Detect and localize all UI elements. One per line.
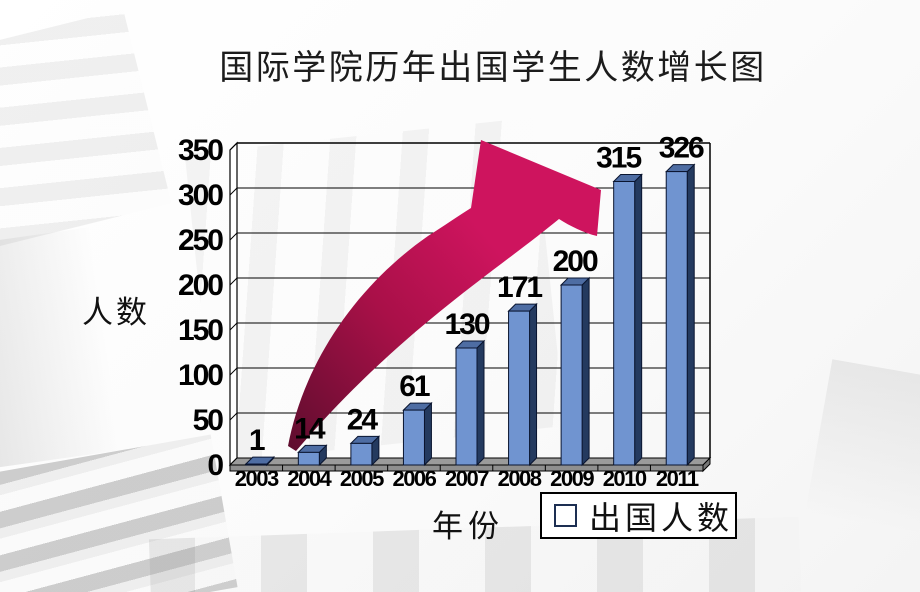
x-tick-label: 2009 (550, 466, 594, 491)
x-tick-label: 2006 (392, 466, 436, 491)
legend-swatch (554, 504, 577, 527)
y-tick-label: 200 (178, 269, 223, 302)
bar-2011 (665, 163, 696, 467)
bar-2010 (612, 173, 643, 467)
bar-value-label: 326 (659, 132, 704, 165)
bar-value-label: 1 (249, 424, 265, 457)
bar-value-label: 315 (596, 142, 641, 175)
bar-side-face (581, 276, 590, 467)
x-tick-label: 2004 (287, 466, 332, 491)
bar-value-label: 14 (294, 412, 326, 445)
y-axis-tick (229, 412, 238, 421)
growth-arrow (288, 140, 601, 451)
legend-label: 出国人数 (589, 499, 734, 536)
x-tick-label: 2011 (656, 466, 699, 491)
bar-front-face (402, 409, 425, 466)
y-tick-label: 350 (178, 134, 223, 167)
bar-front-face (455, 347, 478, 466)
x-tick-label: 2003 (235, 466, 279, 491)
bar-value-label: 24 (347, 403, 379, 436)
bar-side-face (529, 302, 538, 467)
y-tick-label: 100 (178, 359, 223, 392)
x-tick-label: 2007 (445, 466, 489, 491)
bar-front-face (297, 451, 320, 466)
y-axis-title: 人数 (82, 295, 150, 330)
bar-side-face (476, 339, 485, 467)
x-tick-label: 2005 (340, 466, 384, 491)
chart-title: 国际学院历年出国学生人数增长图 (219, 49, 767, 87)
bar-front-face (560, 284, 583, 466)
bar-2007 (454, 339, 486, 467)
y-tick-label: 50 (193, 404, 224, 437)
y-axis-tick (229, 232, 238, 241)
legend: 出国人数 (540, 492, 737, 539)
bar-value-label: 61 (399, 370, 430, 403)
bar-front-face (665, 171, 688, 466)
bar-2009 (559, 276, 591, 467)
bar-value-label: 130 (444, 308, 489, 341)
bar-2006 (402, 401, 433, 467)
bar-front-face (508, 310, 531, 466)
y-axis-tick (229, 367, 238, 376)
y-tick-label: 0 (207, 449, 223, 482)
bar-value-label: 171 (497, 271, 542, 304)
bar-2008 (507, 302, 538, 467)
y-axis-tick (229, 322, 238, 331)
bar-front-face (245, 463, 268, 466)
y-axis-tick (229, 142, 238, 151)
x-axis-title: 年份 (432, 509, 504, 544)
bar-2004 (297, 444, 328, 467)
y-tick-label: 300 (178, 179, 223, 212)
bar-2005 (349, 435, 381, 467)
bar-2003 (244, 455, 275, 467)
bar-value-label: 200 (553, 245, 598, 278)
y-tick-label: 150 (178, 314, 223, 347)
bar-front-face (613, 181, 636, 466)
x-tick-label: 2010 (603, 466, 647, 491)
x-tick-label: 2008 (498, 466, 542, 491)
bar-side-face (686, 163, 695, 467)
bar-side-face (423, 401, 432, 467)
y-axis-tick (229, 277, 238, 286)
y-axis-tick (229, 187, 238, 196)
bar-side-face (634, 173, 643, 467)
bar-front-face (350, 442, 373, 466)
y-tick-label: 250 (178, 224, 223, 257)
